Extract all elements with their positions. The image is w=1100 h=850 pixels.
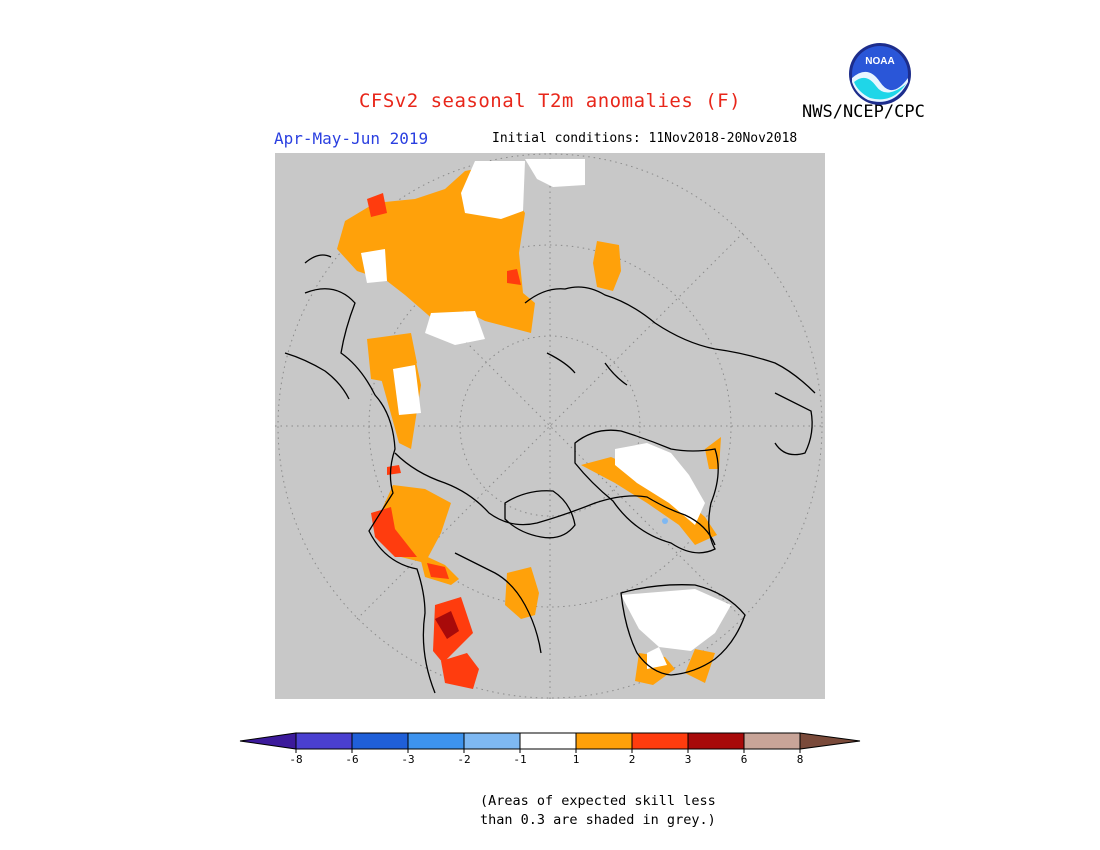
- legend-bin: [463, 732, 521, 750]
- polar-anomaly-map: [275, 153, 825, 699]
- legend-tick-label: 2: [629, 753, 636, 766]
- legend-arrow-low: [239, 732, 297, 750]
- season-label: Apr-May-Jun 2019: [274, 129, 429, 148]
- skill-note: (Areas of expected skill less than 0.3 a…: [480, 792, 716, 830]
- legend-bin: [295, 732, 353, 750]
- coastlines: [284, 254, 816, 694]
- anomaly-near-normal: [361, 159, 731, 669]
- legend-bin: [743, 732, 801, 750]
- legend-bin: [351, 732, 409, 750]
- legend-tick-label: -3: [401, 753, 414, 766]
- anomaly-very-strong-above: [435, 611, 459, 639]
- legend-tick-label: -6: [345, 753, 358, 766]
- graticule: [275, 153, 825, 699]
- legend-arrow-high: [799, 732, 861, 750]
- legend-bin: [631, 732, 689, 750]
- legend-tick-label: -2: [457, 753, 470, 766]
- noaa-logo: NOAA: [849, 43, 911, 105]
- chart-title: CFSv2 seasonal T2m anomalies (F): [358, 90, 742, 112]
- legend-tick-label: -8: [289, 753, 302, 766]
- anomaly-below-normal: [662, 518, 668, 524]
- legend-bin: [407, 732, 465, 750]
- legend-tick-label: 3: [685, 753, 692, 766]
- svg-text:NOAA: NOAA: [865, 56, 894, 67]
- legend-tick-label: 8: [797, 753, 804, 766]
- legend-bin: [687, 732, 745, 750]
- anomaly-above-normal: [337, 163, 721, 685]
- agency-label: NWS/NCEP/CPC: [802, 102, 925, 122]
- initial-conditions-label: Initial conditions: 11Nov2018-20Nov2018: [492, 131, 798, 146]
- legend-bin: [575, 732, 633, 750]
- skill-note-line-2: than 0.3 are shaded in grey.): [480, 812, 716, 828]
- legend-tick-label: 1: [573, 753, 580, 766]
- legend-bin: [519, 732, 577, 750]
- legend-tick-label: -1: [513, 753, 526, 766]
- legend-tick-label: 6: [741, 753, 748, 766]
- skill-note-line-1: (Areas of expected skill less: [480, 793, 716, 809]
